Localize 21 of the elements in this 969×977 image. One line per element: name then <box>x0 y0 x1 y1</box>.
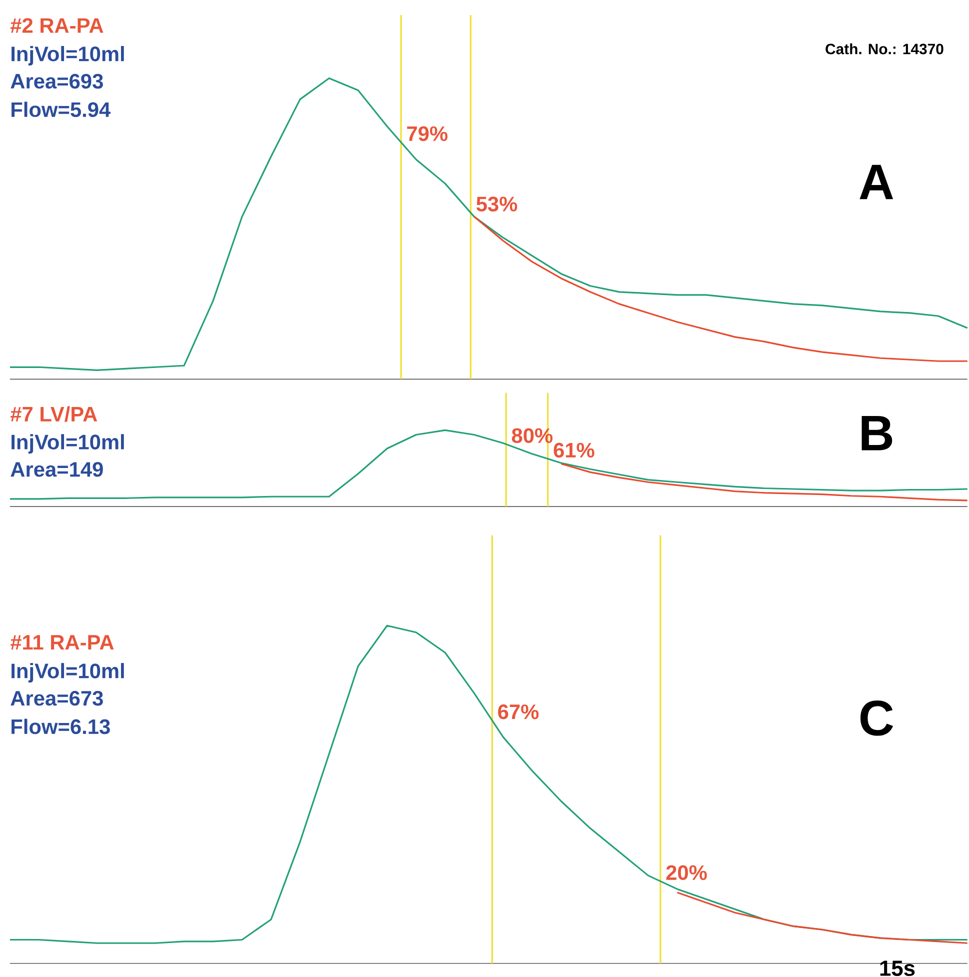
annotation: Flow=5.94 <box>11 102 110 118</box>
annotation: Flow=6.13 <box>11 718 110 734</box>
annotation: Area=149 <box>10 462 103 477</box>
annotation: 67% <box>498 704 538 720</box>
annotation: 15s <box>880 960 914 976</box>
chart-title: B <box>862 416 892 450</box>
chart-subtitle: Cath. No.: 14370 <box>825 43 944 54</box>
annotation: InjVol=10ml <box>11 434 124 454</box>
annotation: #11 RA-PA <box>10 635 114 650</box>
annotation: Area=673 <box>10 690 103 706</box>
annotation: 79% <box>406 126 448 142</box>
annotation: InjVol=10ml <box>11 663 124 683</box>
annotation: Area=693 <box>10 74 103 89</box>
text: #2 RA-PA <box>10 18 104 33</box>
text: A <box>860 164 893 200</box>
annotation: 20% <box>666 865 707 880</box>
text: #7 LV/PA <box>10 406 97 422</box>
annotation: 53% <box>476 196 517 212</box>
annotation: 61% <box>554 442 594 458</box>
text: InjVol=10ml <box>11 46 124 66</box>
text: C <box>860 700 893 736</box>
